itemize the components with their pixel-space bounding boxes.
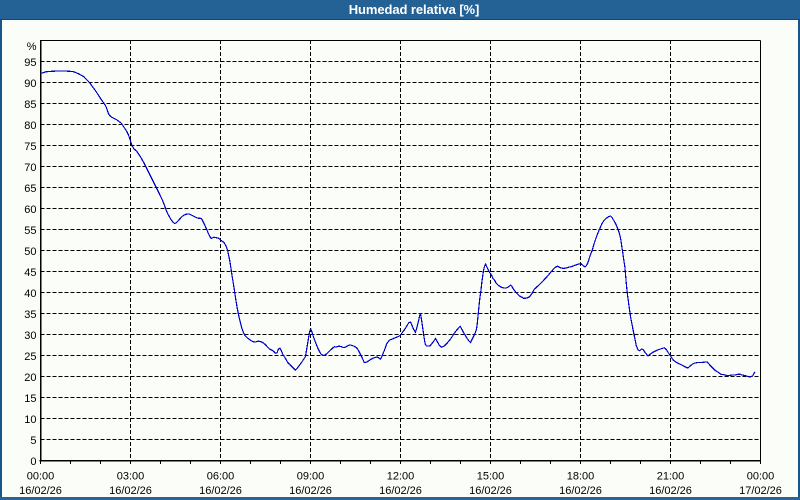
- svg-text:65: 65: [24, 183, 36, 195]
- svg-text:60: 60: [24, 204, 36, 216]
- svg-text:30: 30: [24, 330, 36, 342]
- svg-text:90: 90: [24, 78, 36, 90]
- svg-text:16/02/26: 16/02/26: [469, 485, 512, 497]
- svg-text:55: 55: [24, 225, 36, 237]
- svg-text:10: 10: [24, 414, 36, 426]
- svg-text:16/02/26: 16/02/26: [559, 485, 602, 497]
- svg-text:16/02/26: 16/02/26: [289, 485, 332, 497]
- svg-text:20: 20: [24, 372, 36, 384]
- svg-text:00:00: 00:00: [747, 471, 775, 483]
- svg-text:25: 25: [24, 351, 36, 363]
- svg-text:15: 15: [24, 393, 36, 405]
- svg-text:16/02/26: 16/02/26: [199, 485, 242, 497]
- svg-text:17/02/26: 17/02/26: [739, 485, 782, 497]
- svg-text:Humedad relativa [%]: Humedad relativa [%]: [349, 2, 480, 17]
- svg-text:40: 40: [24, 288, 36, 300]
- svg-text:45: 45: [24, 267, 36, 279]
- svg-text:16/02/26: 16/02/26: [649, 485, 692, 497]
- svg-text:35: 35: [24, 309, 36, 321]
- svg-text:0: 0: [30, 456, 36, 468]
- svg-text:16/02/26: 16/02/26: [109, 485, 152, 497]
- svg-text:21:00: 21:00: [657, 471, 685, 483]
- svg-text:12:00: 12:00: [387, 471, 415, 483]
- svg-text:09:00: 09:00: [297, 471, 325, 483]
- svg-text:80: 80: [24, 120, 36, 132]
- svg-text:50: 50: [24, 246, 36, 258]
- svg-text:03:00: 03:00: [117, 471, 145, 483]
- svg-text:70: 70: [24, 162, 36, 174]
- svg-text:%: %: [27, 41, 37, 53]
- svg-text:85: 85: [24, 99, 36, 111]
- svg-text:06:00: 06:00: [207, 471, 235, 483]
- svg-text:95: 95: [24, 57, 36, 69]
- svg-text:16/02/26: 16/02/26: [19, 485, 62, 497]
- svg-text:15:00: 15:00: [477, 471, 505, 483]
- svg-text:75: 75: [24, 141, 36, 153]
- svg-text:5: 5: [30, 435, 36, 447]
- svg-text:00:00: 00:00: [27, 471, 55, 483]
- svg-text:16/02/26: 16/02/26: [379, 485, 422, 497]
- svg-text:18:00: 18:00: [567, 471, 595, 483]
